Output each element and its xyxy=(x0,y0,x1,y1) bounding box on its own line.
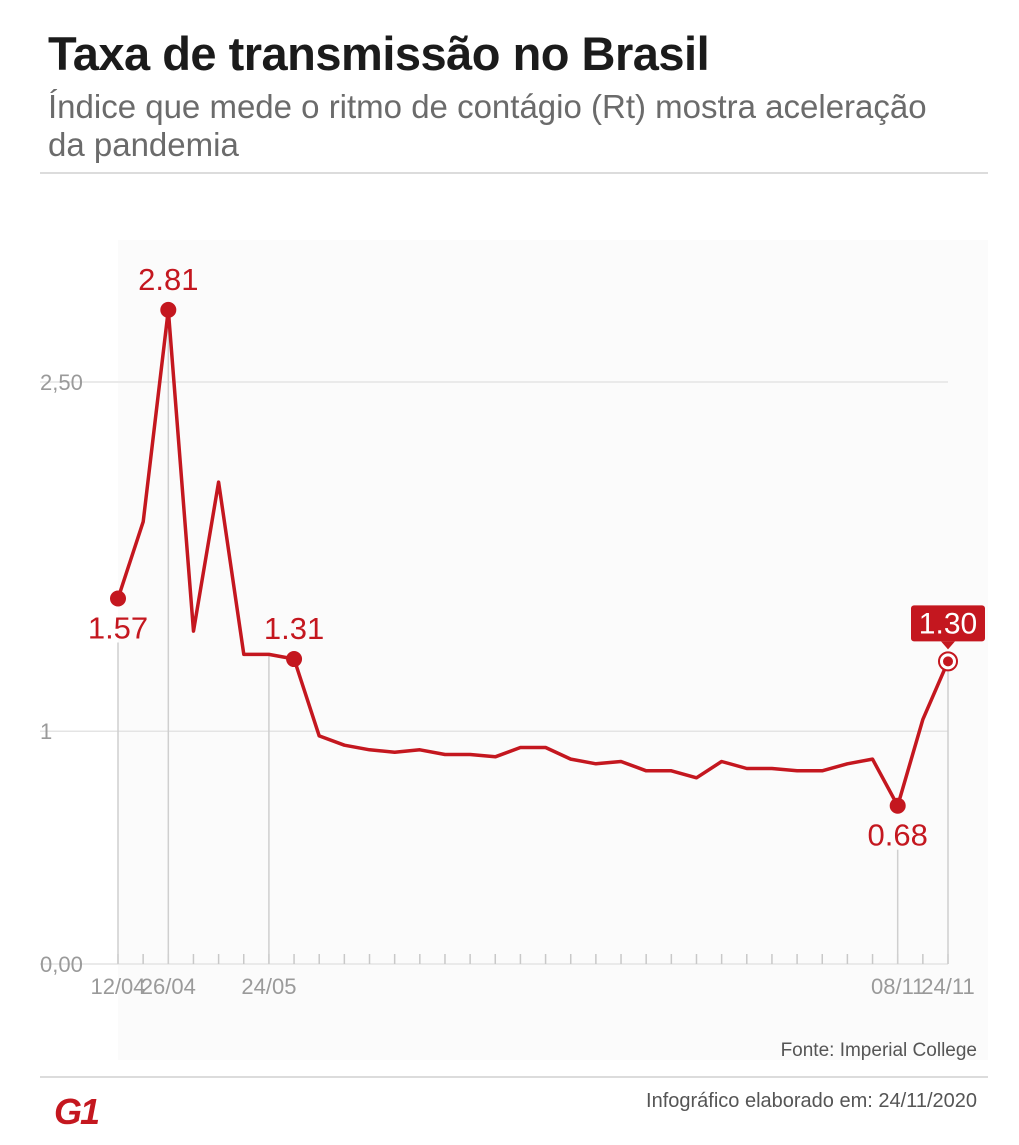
data-label: 0.68 xyxy=(868,818,928,853)
x-tick-label: 08/11 xyxy=(871,974,924,999)
data-point-marker xyxy=(286,651,303,668)
chart-background xyxy=(118,240,988,1060)
x-tick-label: 24/11 xyxy=(921,974,974,999)
data-point-marker xyxy=(160,301,177,318)
x-tick-label: 12/04 xyxy=(90,974,145,999)
data-point-marker xyxy=(110,590,126,607)
chart-subtitle: Índice que mede o ritmo de contágio (Rt)… xyxy=(48,88,927,163)
data-point-marker xyxy=(889,797,906,814)
highlight-label-pointer xyxy=(941,641,955,650)
footer-divider xyxy=(40,1076,988,1078)
x-tick-label: 26/04 xyxy=(141,974,196,999)
data-label: 1.57 xyxy=(88,611,148,646)
highlight-label-box xyxy=(911,605,985,642)
rt-series-line xyxy=(116,308,950,808)
data-label: 1.31 xyxy=(264,611,324,646)
chart-title: Taxa de transmissão no Brasil xyxy=(48,27,710,80)
svg-text:G1: G1 xyxy=(54,1094,99,1128)
y-tick-label: 0,00 xyxy=(40,952,83,977)
y-tick-label: 2,50 xyxy=(40,370,83,395)
source-note: Fonte: Imperial College xyxy=(780,1040,977,1061)
header-divider xyxy=(40,172,988,174)
data-label: 1.30 xyxy=(919,607,977,640)
data-label: 2.81 xyxy=(138,262,198,297)
data-point-marker-inner xyxy=(943,656,953,667)
y-tick-label: 1 xyxy=(40,719,52,744)
x-tick-label: 24/05 xyxy=(241,974,296,999)
infographic-credit: Infográfico elaborado em: 24/11/2020 xyxy=(646,1090,977,1112)
g1-logo: G1 xyxy=(54,1094,101,1128)
